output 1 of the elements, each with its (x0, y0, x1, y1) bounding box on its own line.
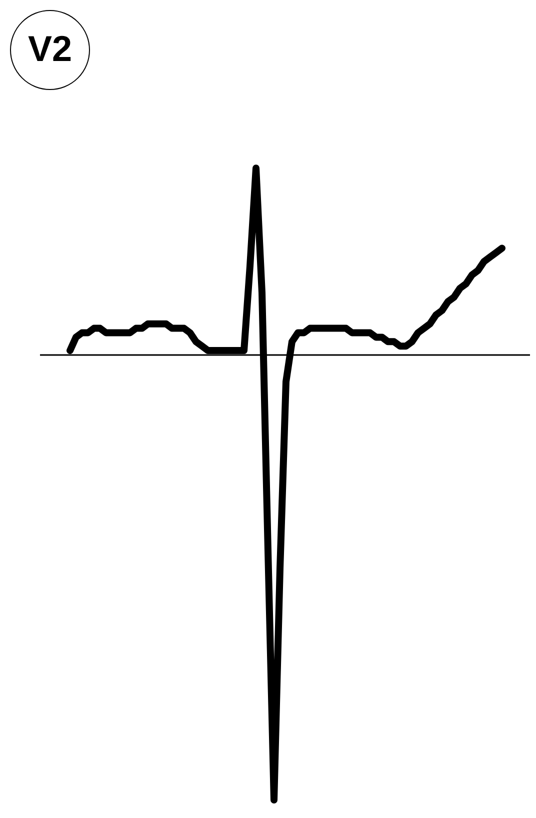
chart-title: V2 (26, 28, 74, 70)
